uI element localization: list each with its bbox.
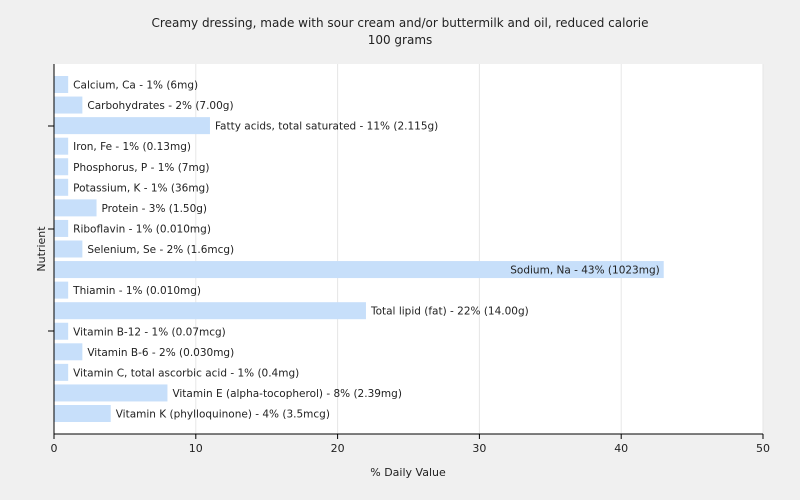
chart-title: Creamy dressing, made with sour cream an… xyxy=(152,16,649,30)
bar xyxy=(54,261,664,279)
bar xyxy=(54,363,69,381)
bar-label: Vitamin B-12 - 1% (0.07mcg) xyxy=(73,326,226,338)
bar-label: Iron, Fe - 1% (0.13mg) xyxy=(73,141,191,153)
bar xyxy=(54,76,69,93)
bar xyxy=(54,178,69,196)
bar xyxy=(54,219,69,237)
bar xyxy=(54,158,69,176)
bar xyxy=(54,199,97,217)
bar-label: Vitamin B-6 - 2% (0.030mg) xyxy=(87,347,234,359)
bar xyxy=(54,322,69,340)
bar xyxy=(54,281,69,299)
bar-label: Protein - 3% (1.50g) xyxy=(102,203,208,215)
axes-group: 0 10 20 30 40 50 xyxy=(48,64,770,455)
bar xyxy=(54,405,111,422)
x-tick-label: 30 xyxy=(472,442,486,455)
bar xyxy=(54,96,83,114)
bar-label: Vitamin K (phylloquinone) - 4% (3.5mcg) xyxy=(116,409,330,421)
bar xyxy=(54,343,83,361)
x-tick-label: 40 xyxy=(614,442,628,455)
bar-label: Vitamin C, total ascorbic acid - 1% (0.4… xyxy=(73,367,299,379)
y-axis-label: Nutrient xyxy=(35,226,48,272)
bar-label: Total lipid (fat) - 22% (14.00g) xyxy=(370,306,529,318)
bar-label: Vitamin E (alpha-tocopherol) - 8% (2.39m… xyxy=(172,388,402,400)
bar-label: Fatty acids, total saturated - 11% (2.11… xyxy=(215,121,438,133)
bar-label: Phosphorus, P - 1% (7mg) xyxy=(73,162,209,174)
bar xyxy=(54,302,366,320)
x-tick-label: 50 xyxy=(756,442,770,455)
bar xyxy=(54,117,210,135)
x-tick-label: 10 xyxy=(189,442,203,455)
bar-label: Calcium, Ca - 1% (6mg) xyxy=(73,80,198,92)
x-tick-label: 20 xyxy=(331,442,345,455)
bar xyxy=(54,137,69,155)
chart-subtitle: 100 grams xyxy=(368,33,433,47)
x-axis-label: % Daily Value xyxy=(370,466,446,479)
bar xyxy=(54,384,168,402)
bar-label: Thiamin - 1% (0.010mg) xyxy=(72,285,201,297)
bar-label: Carbohydrates - 2% (7.00g) xyxy=(87,100,233,112)
bar xyxy=(54,240,83,258)
bar-label: Riboflavin - 1% (0.010mg) xyxy=(73,223,211,235)
bars-group: Calcium, Ca - 1% (6mg) Carbohydrates - 2%… xyxy=(54,76,664,422)
bar-label: Sodium, Na - 43% (1023mg) xyxy=(510,265,659,277)
bar-label: Potassium, K - 1% (36mg) xyxy=(73,182,209,194)
x-tick-label: 0 xyxy=(51,442,58,455)
bar-label: Selenium, Se - 2% (1.6mcg) xyxy=(87,244,234,256)
